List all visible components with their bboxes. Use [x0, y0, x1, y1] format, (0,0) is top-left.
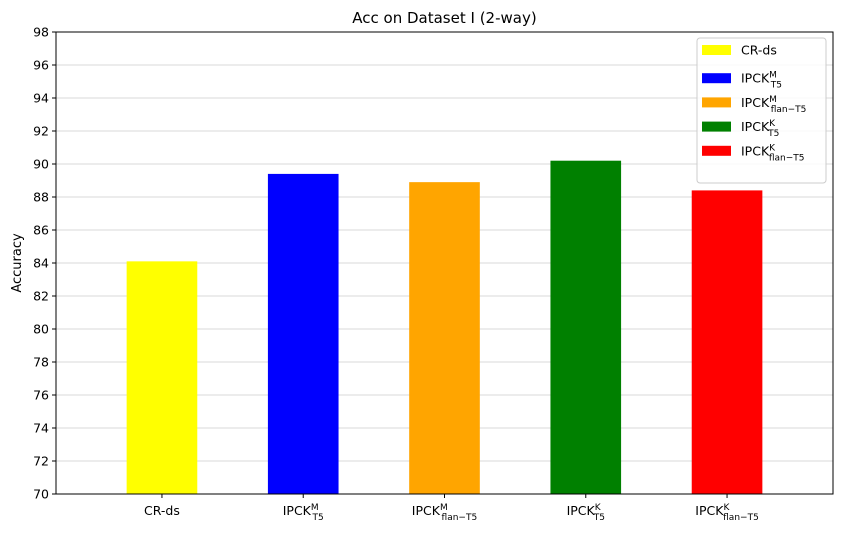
legend-label-sup: M [769, 95, 777, 105]
y-tick-label: 92 [33, 124, 49, 139]
y-tick-label: 78 [33, 355, 49, 370]
legend-label-sub: T5 [767, 129, 779, 139]
legend-label-sup: K [769, 143, 776, 153]
y-tick-label: 76 [33, 388, 49, 403]
x-tick-label: IPCKK flan−T5 [695, 503, 759, 523]
x-tick-label-sup: M [440, 503, 448, 513]
legend-label-base: CR-ds [741, 43, 777, 58]
x-tick-label: IPCKM T5 [283, 503, 324, 523]
y-tick-label: 88 [33, 190, 49, 205]
legend-swatch [702, 73, 731, 84]
y-tick-label: 74 [33, 421, 49, 436]
legend-swatch [702, 45, 731, 55]
y-tick-label: 72 [33, 454, 49, 469]
y-tick-label: 86 [33, 223, 49, 238]
legend-label-sub: flan−T5 [771, 105, 807, 115]
x-tick-label: IPCKM flan−T5 [412, 503, 477, 523]
legend-label: IPCKM T5 [741, 71, 782, 91]
legend-box [696, 37, 827, 184]
x-tick-label-sup: K [723, 503, 730, 513]
x-tick-label-sup: K [595, 503, 602, 513]
bars [126, 160, 763, 494]
x-tick-label-base: IPCK [567, 503, 596, 518]
legend-label-base: IPCK [741, 119, 770, 134]
y-tick-label: 90 [33, 157, 49, 172]
bar [126, 261, 198, 494]
legend-label: IPCKK flan−T5 [741, 143, 805, 163]
legend-label-base: IPCK [741, 71, 770, 86]
x-tick-label: CR-ds [144, 503, 180, 518]
y-axis-label: Accuracy [10, 233, 25, 293]
legend-label: IPCKM flan−T5 [741, 95, 806, 115]
legend-swatch [702, 121, 731, 132]
y-tick-label: 98 [33, 25, 49, 40]
x-tick-label-sub: flan−T5 [723, 513, 759, 523]
legend-label-base: IPCK [741, 143, 770, 158]
y-tick-label: 94 [33, 91, 49, 106]
legend-label: IPCKK T5 [741, 119, 779, 139]
legend-label-sub: T5 [770, 81, 782, 91]
x-tick-label-base: CR-ds [144, 503, 180, 518]
x-tick-label-base: IPCK [695, 503, 724, 518]
bar [550, 160, 622, 494]
legend-label-sub: flan−T5 [769, 153, 805, 163]
y-tick-label: 82 [33, 289, 49, 304]
bar [267, 173, 339, 494]
y-tick-label: 70 [33, 487, 49, 502]
x-tick-label-sub: T5 [593, 513, 605, 523]
y-tick-label: 96 [33, 58, 49, 73]
bar [409, 182, 480, 494]
chart-title: Acc on Dataset I (2-way) [352, 9, 536, 27]
y-tick-label: 80 [33, 322, 49, 337]
x-tick-label-base: IPCK [412, 503, 441, 518]
x-axis: CR-ds IPCKM T5 IPCKM flan−T5 IPCKK T5 IPCKK flan… [144, 494, 759, 523]
legend-label: CR-ds [741, 43, 777, 58]
legend-swatch [702, 145, 731, 156]
x-tick-label-base: IPCK [283, 503, 312, 518]
legend-label-base: IPCK [741, 95, 770, 110]
x-tick-label: IPCKK T5 [567, 503, 605, 523]
legend-swatch [702, 97, 731, 108]
x-tick-label-sub: T5 [311, 513, 323, 523]
x-tick-label-sup: M [311, 503, 319, 513]
bar [691, 190, 763, 494]
y-axis: 70 72 74 76 78 80 82 84 86 88 90 92 94 96 98 [33, 25, 56, 502]
x-tick-label-sub: flan−T5 [442, 513, 478, 523]
legend-label-sup: M [769, 71, 777, 81]
legend-label-sup: K [769, 119, 776, 129]
y-tick-label: 84 [33, 256, 49, 271]
